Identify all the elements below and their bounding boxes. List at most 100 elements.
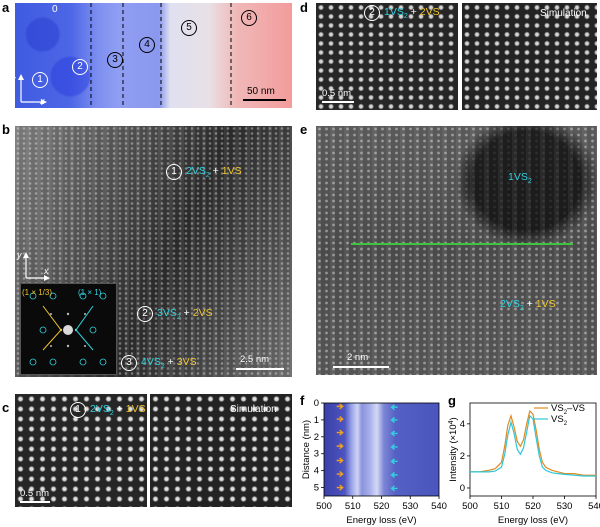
ytick-label-f-0: 0 — [314, 398, 319, 409]
xtick-label-f-540: 540 — [431, 501, 447, 512]
b-annot2-label: 3VS2 + 2VS — [157, 307, 213, 322]
cyan-arrow-4 — [390, 458, 398, 465]
series-line-1 — [470, 414, 596, 477]
ytick-label-f-1: 1 — [314, 415, 319, 426]
ytick-label-f-5: 5 — [314, 483, 319, 494]
panel-d-image — [316, 3, 458, 110]
orange-arrow-2 — [336, 429, 344, 436]
panel-b-image — [15, 126, 292, 377]
axis-y-a: y — [11, 74, 16, 84]
axis-arrows-b — [23, 252, 50, 281]
xtick-label-f-520: 520 — [374, 501, 390, 512]
panel-d-simulation — [462, 3, 597, 110]
scale-label-a: 50 nm — [247, 86, 275, 97]
ylabel-g: Intensity (×104) — [448, 417, 459, 481]
cyan-arrow-5 — [390, 471, 398, 478]
orange-arrow-4 — [336, 457, 344, 464]
region-2-marker: 2 — [72, 59, 88, 75]
orange-arrow-6 — [336, 484, 344, 491]
cyan-arrow-2 — [390, 430, 398, 437]
ytick-label-f-4: 4 — [314, 466, 319, 477]
fft-label-left: (1 × 1/3) — [22, 288, 53, 297]
panel-a-map — [15, 3, 292, 108]
ytick-label-g-4: 4 — [460, 419, 465, 430]
b-annot3-marker: 3 — [121, 355, 137, 371]
panel-c-simulation — [150, 394, 292, 507]
scalebar-b — [236, 368, 284, 370]
xlabel-g: Energy loss (eV) — [498, 515, 568, 526]
b-annot2-marker: 2 — [137, 306, 153, 322]
orange-arrow-3 — [336, 443, 344, 450]
panel-c-image — [15, 394, 147, 507]
d-annot-marker: 2 — [364, 5, 380, 21]
region-6-marker: 6 — [241, 10, 257, 26]
orange-arrow-5 — [336, 470, 344, 478]
xtick-label-f-500: 500 — [316, 501, 332, 512]
fft-label-right: (1 × 1) — [78, 288, 102, 297]
legend-label-1: VS2 — [551, 414, 568, 427]
xtick-label-g-520: 520 — [525, 501, 541, 512]
b-annot1-label: 2VS2 + 1VS — [186, 165, 242, 180]
xtick-label-g-500: 500 — [462, 501, 478, 512]
axis-x-a: x — [40, 96, 45, 106]
xtick-label-g-510: 510 — [494, 501, 510, 512]
scale-label-e: 2 nm — [347, 352, 369, 363]
c-annot-label: 2VS2 + 1VS — [90, 403, 146, 418]
orange-arrow-0 — [336, 403, 344, 410]
panel-label-c: c — [2, 400, 10, 415]
cyan-arrow-0 — [390, 404, 398, 411]
b-annot1-marker: 1 — [166, 164, 182, 180]
axis-arrows-a — [18, 74, 47, 105]
region-3-marker: 3 — [107, 52, 123, 68]
scale-label-c: 0.5 nm — [20, 488, 50, 499]
d-simulation-label: Simulation — [540, 8, 587, 19]
chart-f: 500 510 520 530 540 0 1 2 3 4 5 Energy loss (eV) Dis… — [301, 398, 447, 526]
heatmap-image — [324, 403, 439, 496]
c-simulation-label: Simulation — [230, 404, 277, 415]
d-annot-label: 1VS2 + 2VS — [384, 6, 440, 21]
fft-inset — [20, 283, 117, 375]
c-annot-marker: 1 — [70, 402, 86, 418]
panel-label-b: b — [2, 122, 10, 137]
eels-line-scan-path — [351, 243, 573, 245]
scale-label-d: 0.5 nm — [322, 88, 352, 99]
e-annot-label: 2VS2 + 1VS — [500, 298, 556, 313]
axis-x-b: x — [44, 266, 49, 276]
ytick-label-g-2: 2 — [460, 451, 465, 462]
xtick-label-g-540: 540 — [588, 501, 600, 512]
panel-label-a: a — [2, 0, 10, 15]
xlabel-f: Energy loss (eV) — [346, 515, 416, 526]
ytick-label-g-0: 0 — [460, 483, 465, 494]
panel-label-g: g — [448, 393, 456, 408]
xtick-label-f-530: 530 — [402, 501, 418, 512]
region-5-marker: 5 — [181, 20, 197, 36]
series-line-0 — [470, 409, 596, 476]
scalebar-d — [322, 101, 354, 103]
cyan-arrow-1 — [390, 416, 398, 423]
xtick-label-g-530: 530 — [557, 501, 573, 512]
panel-label-f: f — [300, 393, 305, 408]
legend-label-0: VS2–VS — [551, 403, 585, 416]
cyan-arrow-6 — [390, 485, 398, 492]
region-1-marker: 1 — [32, 72, 48, 88]
region-4-marker: 4 — [139, 37, 155, 53]
chart-g: 500 510 520 530 540 0 2 4 Energy loss (eV) Intens… — [448, 402, 600, 526]
panel-label-e: e — [300, 122, 308, 137]
scalebar-c — [20, 501, 50, 503]
region-0-label: 0 — [52, 4, 58, 15]
fft-pattern — [29, 292, 107, 366]
ytick-label-f-2: 2 — [314, 432, 319, 443]
scale-label-b: 2.5 nm — [240, 354, 270, 365]
panel-e-image — [316, 126, 597, 375]
e-top-label: 1VS2 — [508, 171, 532, 186]
cyan-arrow-3 — [390, 443, 398, 451]
xtick-label-f-510: 510 — [345, 501, 361, 512]
scalebar-a — [243, 99, 286, 101]
scalebar-e — [333, 366, 389, 368]
ytick-label-f-3: 3 — [314, 449, 319, 460]
ylabel-f: Distance (nm) — [301, 420, 312, 479]
region-boundaries — [90, 3, 232, 108]
orange-arrow-1 — [336, 416, 344, 423]
panel-label-d: d — [300, 0, 308, 15]
b-annot3-label: 4VS2 + 3VS — [141, 356, 197, 371]
